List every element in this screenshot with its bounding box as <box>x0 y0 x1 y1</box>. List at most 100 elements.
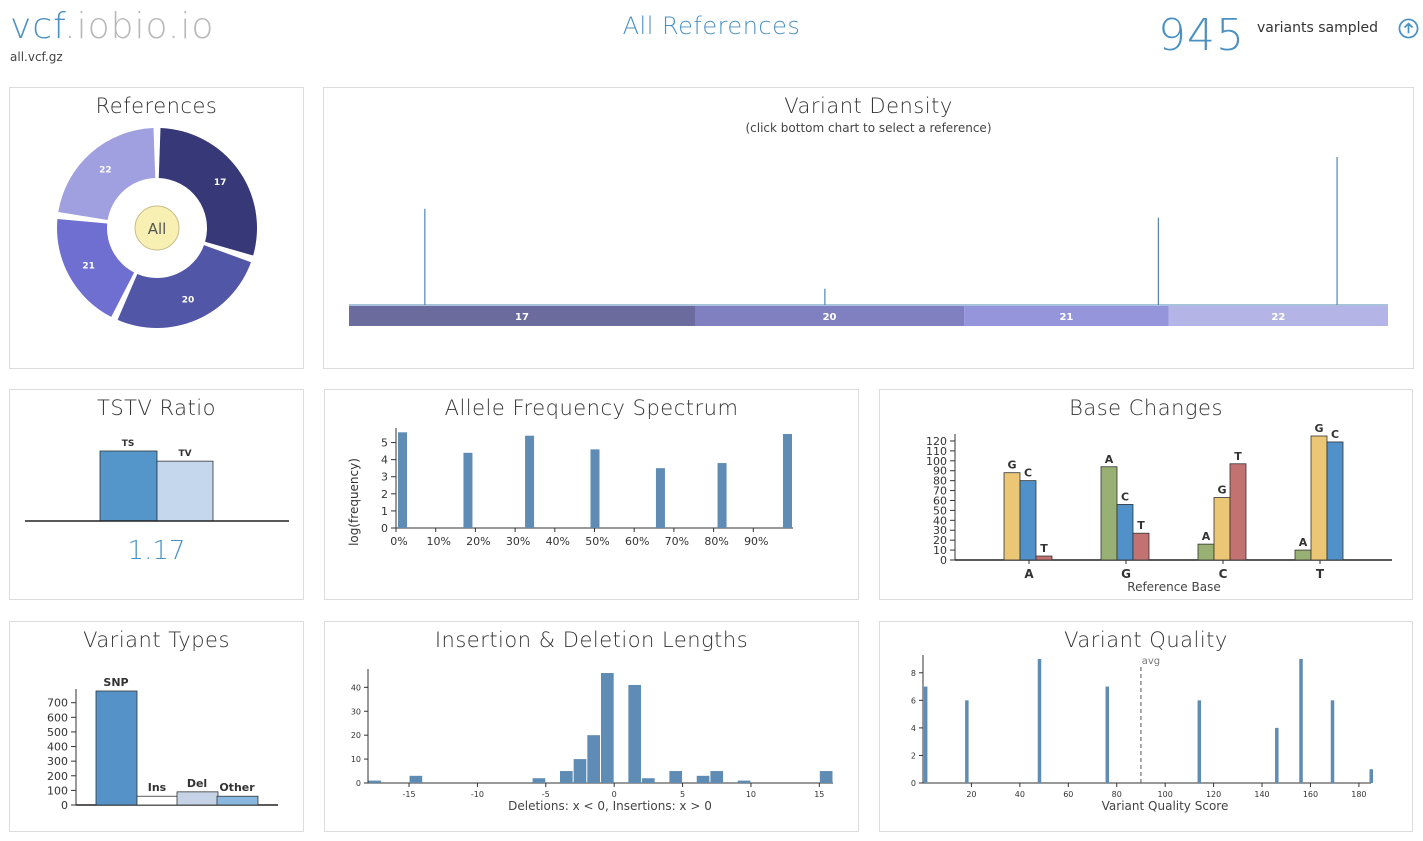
bc-category-label: A <box>1024 567 1034 581</box>
afs-x-tick-label: 20% <box>466 535 490 548</box>
vq-x-tick-label: 180 <box>1351 790 1366 799</box>
indel-y-tick-label: 0 <box>356 779 361 788</box>
base-changes-chart[interactable]: 0102030405060708090100110120AGCTGACTCAGT… <box>880 390 1412 599</box>
indel-x-tick-label: 10 <box>746 790 756 799</box>
variant-type-label-other: Other <box>219 781 255 794</box>
reference-slice-label-17: 17 <box>214 178 227 188</box>
vq-y-tick-label: 6 <box>911 696 916 705</box>
bc-category-label: C <box>1219 567 1228 581</box>
base-changes-title: Base Changes <box>1069 396 1223 420</box>
variant-density-subtitle: (click bottom chart to select a referenc… <box>745 121 992 135</box>
variant-type-bar-other[interactable] <box>216 795 259 806</box>
indel-lengths-chart[interactable]: 0 10 20 30 40 -15 -10 -5 0 5 10 15 Deletions: x < 0,… <box>325 622 858 831</box>
indel-y-tick-label: 20 <box>351 731 361 740</box>
density-segment-22[interactable] <box>1168 306 1388 326</box>
variant-quality-title: Variant Quality <box>1064 628 1228 652</box>
indel-bar <box>642 778 655 783</box>
afs-x-tick-label: 50% <box>585 535 609 548</box>
bc-bar-G-A <box>1100 466 1118 561</box>
bc-bar-label: C <box>1024 467 1032 480</box>
reference-slice-22[interactable] <box>58 128 156 221</box>
variant-type-bar-snp[interactable] <box>95 690 138 806</box>
bc-y-tick-label: 80 <box>933 475 947 488</box>
indel-y-tick-label: 30 <box>351 707 361 716</box>
variant-count: 945 <box>1158 10 1245 61</box>
reference-slice-label-20: 20 <box>182 296 195 306</box>
variant-type-label-snp: SNP <box>103 676 128 689</box>
afs-x-tick-label: 30% <box>506 535 530 548</box>
indel-bar <box>532 778 546 783</box>
afs-y-tick-label: 1 <box>381 505 388 518</box>
vq-bar <box>1197 700 1202 783</box>
bc-y-tick-label: 20 <box>933 534 947 547</box>
indel-x-tick-label: 5 <box>680 790 685 799</box>
vq-x-tick-label: 60 <box>1063 790 1073 799</box>
vq-x-tick-label: 160 <box>1303 790 1318 799</box>
afs-x-tick-label: 60% <box>625 535 649 548</box>
vq-bar <box>1037 659 1042 783</box>
vt-y-tick-label: 700 <box>47 697 68 710</box>
indel-bar <box>559 771 573 783</box>
page-title: All References <box>622 12 801 40</box>
variant-count-label: variants sampled <box>1257 20 1378 36</box>
afs-y-tick-label: 2 <box>381 488 388 501</box>
indel-y-tick-label: 10 <box>351 755 361 764</box>
density-segment-21[interactable] <box>964 306 1169 326</box>
bc-bar-A-T <box>1035 555 1053 561</box>
references-donut-chart[interactable]: 17 20 21 22 All <box>10 118 303 368</box>
vt-y-tick-label: 500 <box>47 726 68 739</box>
density-segment-20[interactable] <box>694 306 965 326</box>
all-references-label: All <box>148 220 167 238</box>
vq-y-tick-label: 8 <box>911 669 916 678</box>
reference-slice-17[interactable] <box>158 128 257 256</box>
bc-bar-label: G <box>1007 459 1016 472</box>
reference-slice-20[interactable] <box>117 245 251 328</box>
vq-x-tick-label: 100 <box>1158 790 1173 799</box>
variant-density-title: Variant Density <box>784 94 953 118</box>
density-segment-label-22: 22 <box>1271 312 1285 323</box>
reference-slice-label-22: 22 <box>99 165 112 175</box>
indel-x-tick-label: -10 <box>471 790 484 799</box>
bc-y-tick-label: 70 <box>933 485 947 498</box>
bc-y-tick-label: 110 <box>926 445 947 458</box>
bc-y-tick-label: 60 <box>933 494 947 507</box>
brand-vcf: vcf <box>10 6 65 47</box>
app-logo[interactable]: vcf.iobio.io <box>10 6 214 47</box>
bc-bar-A-C <box>1019 480 1037 561</box>
afs-x-tick-label: 80% <box>704 535 728 548</box>
variant-types-panel: Variant Types 0 100 200 300 400 500 600 700 SNP I… <box>9 621 304 832</box>
indel-bar <box>819 771 833 783</box>
vq-x-tick-label: 80 <box>1112 790 1122 799</box>
ts-bar <box>99 450 158 522</box>
indel-x-tick-label: 15 <box>814 790 824 799</box>
bc-bar-label: A <box>1299 536 1308 549</box>
density-segment-17[interactable] <box>349 306 695 326</box>
bc-bar-label: T <box>1234 450 1242 463</box>
vt-y-tick-label: 300 <box>47 755 68 768</box>
reference-slice-21[interactable] <box>57 218 135 317</box>
all-references-button[interactable] <box>134 205 180 251</box>
indel-x-tick-label: 0 <box>612 790 617 799</box>
afs-bar <box>717 463 727 528</box>
variant-type-bar-ins[interactable] <box>136 795 179 806</box>
indel-bar <box>368 780 382 783</box>
variant-type-bar-del[interactable] <box>176 791 219 806</box>
bc-y-tick-label: 0 <box>940 554 947 567</box>
variant-type-label-del: Del <box>187 777 207 790</box>
variant-types-title: Variant Types <box>83 628 230 652</box>
indel-bar <box>587 735 600 783</box>
bc-x-axis-label: Reference Base <box>1127 580 1220 594</box>
afs-y-tick-label: 4 <box>381 454 388 467</box>
bc-y-tick-label: 120 <box>926 435 947 448</box>
variant-density-chart[interactable]: 17 20 21 22 <box>324 88 1413 368</box>
vt-y-tick-label: 600 <box>47 711 68 724</box>
arrow-up-circle-icon[interactable] <box>1398 18 1419 39</box>
vq-y-tick-label: 4 <box>911 724 916 733</box>
bc-bar-G-C <box>1116 504 1134 561</box>
vq-avg-label: avg <box>1142 656 1160 667</box>
afs-x-tick-label: 70% <box>665 535 689 548</box>
vt-y-tick-label: 200 <box>47 770 68 783</box>
